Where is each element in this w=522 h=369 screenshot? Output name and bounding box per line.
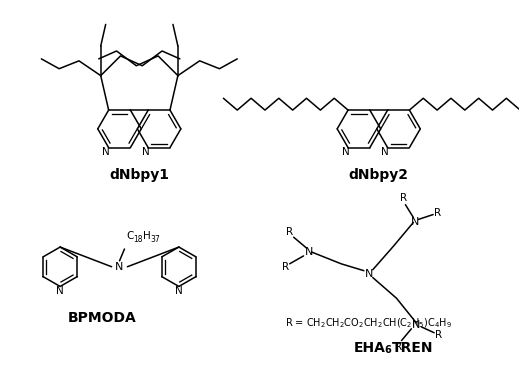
Text: N: N <box>381 147 389 157</box>
Text: R: R <box>282 262 289 272</box>
Text: N: N <box>175 286 183 296</box>
Text: N: N <box>56 286 64 296</box>
Text: R: R <box>400 193 407 203</box>
Text: 37: 37 <box>150 235 160 244</box>
Text: N: N <box>305 247 314 257</box>
Text: BPMODA: BPMODA <box>67 311 136 325</box>
Text: N: N <box>365 269 373 279</box>
Text: N: N <box>412 320 421 330</box>
Text: dNbpy2: dNbpy2 <box>349 168 409 182</box>
Text: N: N <box>115 262 124 272</box>
Text: N: N <box>411 217 420 227</box>
Text: N: N <box>102 147 110 157</box>
Text: 18: 18 <box>134 235 143 244</box>
Text: R: R <box>434 330 442 340</box>
Text: N: N <box>142 147 150 157</box>
Text: TREN: TREN <box>392 341 433 355</box>
Text: R = CH$_2$CH$_2$CO$_2$CH$_2$CH(C$_2$H$_5$)C$_4$H$_9$: R = CH$_2$CH$_2$CO$_2$CH$_2$CH(C$_2$H$_5… <box>284 316 452 330</box>
Text: R: R <box>434 208 441 218</box>
Text: 6: 6 <box>385 345 392 355</box>
Text: R: R <box>286 227 293 237</box>
Text: C: C <box>126 231 134 241</box>
Text: N: N <box>342 147 349 157</box>
Text: dNbpy1: dNbpy1 <box>109 168 169 182</box>
Text: EHA: EHA <box>354 341 386 355</box>
Text: H: H <box>143 231 151 241</box>
Text: R: R <box>395 342 402 352</box>
